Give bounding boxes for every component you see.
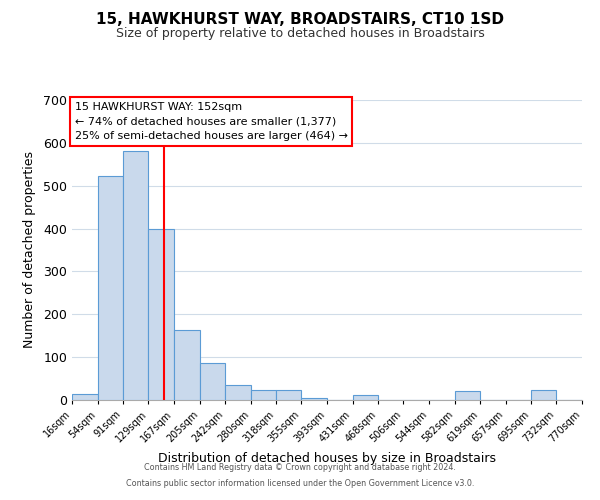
Text: Contains HM Land Registry data © Crown copyright and database right 2024.: Contains HM Land Registry data © Crown c…	[144, 464, 456, 472]
Bar	[174, 330, 200, 400]
Bar	[353, 395, 378, 400]
Y-axis label: Number of detached properties: Number of detached properties	[23, 152, 36, 348]
Bar	[531, 390, 556, 400]
X-axis label: Distribution of detached houses by size in Broadstairs: Distribution of detached houses by size …	[158, 452, 496, 466]
Bar	[455, 392, 480, 400]
Text: 15 HAWKHURST WAY: 152sqm
← 74% of detached houses are smaller (1,377)
25% of sem: 15 HAWKHURST WAY: 152sqm ← 74% of detach…	[74, 102, 347, 141]
Bar	[72, 394, 98, 400]
Bar	[251, 390, 276, 400]
Text: Size of property relative to detached houses in Broadstairs: Size of property relative to detached ho…	[116, 28, 484, 40]
Bar	[301, 398, 327, 400]
Bar	[200, 363, 225, 400]
Bar	[148, 228, 174, 400]
Bar	[98, 176, 123, 400]
Bar	[225, 385, 251, 400]
Bar	[276, 390, 301, 400]
Text: 15, HAWKHURST WAY, BROADSTAIRS, CT10 1SD: 15, HAWKHURST WAY, BROADSTAIRS, CT10 1SD	[96, 12, 504, 28]
Bar	[123, 152, 148, 400]
Text: Contains public sector information licensed under the Open Government Licence v3: Contains public sector information licen…	[126, 478, 474, 488]
